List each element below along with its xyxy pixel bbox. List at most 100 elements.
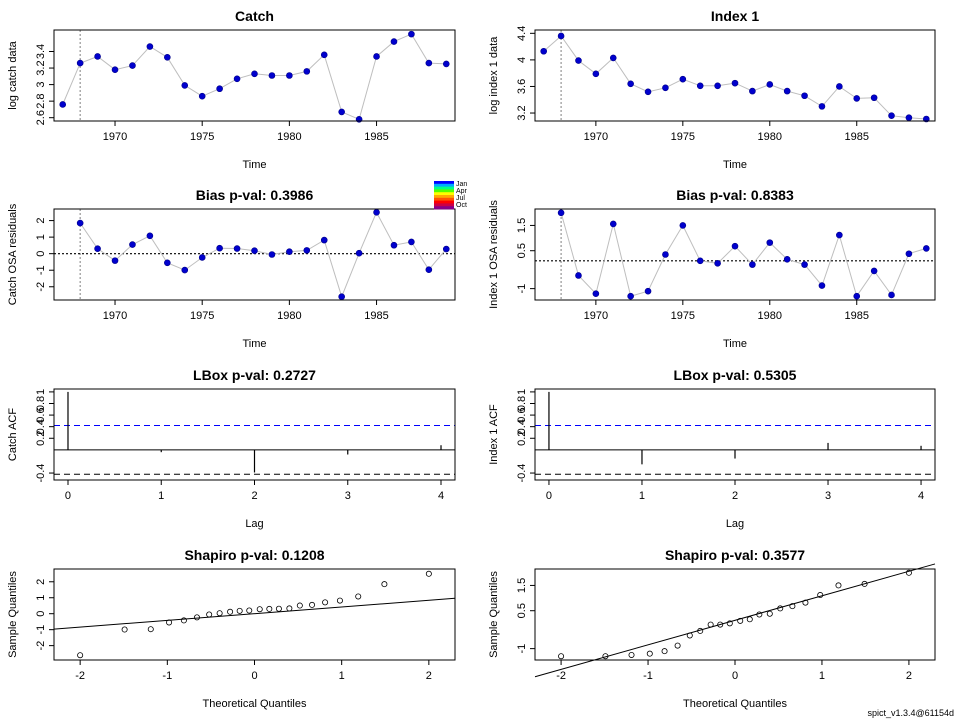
x-tick-label: 1 — [819, 670, 825, 682]
legend-color-swatch — [434, 195, 454, 199]
data-point — [164, 259, 171, 267]
qq-point — [674, 642, 681, 649]
data-point — [749, 87, 756, 95]
data-point — [540, 47, 547, 55]
y-tick-label: -1 — [35, 625, 47, 635]
qq-point — [789, 603, 796, 610]
x-tick-label: 1 — [158, 490, 164, 502]
x-tick-label: 2 — [906, 670, 912, 682]
data-point — [129, 62, 136, 69]
data-point — [853, 292, 861, 300]
y-tick-label: -1 — [35, 265, 47, 275]
panel-index-qq: Shapiro p-val: 0.3577 Theoretical Quantil… — [488, 547, 936, 710]
qq-point — [180, 617, 187, 624]
x-tick-label: 1980 — [277, 310, 301, 322]
y-tick-label: -2 — [35, 641, 47, 651]
x-tick-label: 1975 — [190, 131, 214, 143]
qq-point — [686, 632, 693, 639]
data-point — [94, 53, 101, 60]
data-point — [679, 222, 687, 229]
data-point — [557, 32, 565, 40]
data-point — [181, 266, 189, 274]
qq-point — [256, 606, 263, 613]
y-axis-label: Index 1 ACF — [488, 404, 500, 465]
plot-frame — [53, 388, 456, 481]
x-axis-label: Time — [242, 159, 266, 171]
qq-point — [602, 653, 609, 660]
qq-point — [756, 611, 763, 618]
panel-index-data: Index 1 Time log index 1 data 1970 1975 1980 1… — [488, 8, 936, 171]
qq-point — [355, 593, 362, 600]
data-point — [303, 247, 311, 254]
qq-point — [425, 570, 432, 577]
x-tick-label: 1975 — [671, 131, 695, 143]
y-tick-label: 3.6 — [516, 79, 528, 94]
x-tick-label: 2 — [426, 670, 432, 682]
x-tick-label: 1985 — [364, 310, 388, 322]
data-point — [286, 248, 293, 255]
data-point — [373, 209, 380, 216]
panel-title: LBox p-val: 0.5305 — [674, 367, 797, 383]
y-tick-label: 2.8 — [35, 93, 47, 108]
series-line — [79, 211, 447, 299]
qq-point — [296, 602, 303, 609]
qq-point — [746, 616, 753, 623]
y-tick-label: -0.4 — [516, 464, 528, 483]
qq-point — [227, 608, 234, 615]
data-point — [766, 81, 774, 88]
panel-catch-qq: Shapiro p-val: 0.1208 Theoretical Quantil… — [7, 547, 456, 710]
data-point — [303, 68, 311, 75]
data-point — [801, 261, 808, 268]
y-axis-label: Catch ACF — [7, 408, 19, 461]
data-point — [731, 79, 739, 87]
data-point — [338, 293, 345, 300]
qq-point — [216, 610, 223, 617]
x-tick-label: 4 — [438, 490, 444, 502]
y-tick-label: 0.8 — [35, 396, 47, 411]
data-point — [870, 267, 878, 275]
data-point — [390, 241, 398, 249]
data-point — [888, 112, 895, 119]
data-point — [836, 231, 843, 239]
data-point — [198, 254, 206, 261]
data-point — [408, 238, 415, 246]
x-tick-label: -1 — [162, 670, 172, 682]
data-point — [408, 30, 415, 38]
qq-point — [322, 599, 329, 606]
data-point — [627, 292, 634, 300]
data-point — [592, 70, 600, 78]
data-point — [164, 53, 171, 61]
legend-month-label: Jan — [456, 181, 467, 188]
x-tick-label: 1 — [339, 670, 345, 682]
qq-line — [53, 597, 456, 630]
data-point — [766, 239, 774, 246]
qq-point — [309, 601, 316, 608]
legend-color-swatch — [434, 186, 454, 190]
data-point — [644, 88, 652, 96]
legend-color-swatch — [434, 197, 454, 201]
y-axis-label: Sample Quantiles — [488, 571, 500, 658]
y-tick-label: 4.4 — [516, 26, 528, 41]
panel-index-acf: LBox p-val: 0.5305 Lag Index 1 ACF 0 1 2 3 4 -0.… — [488, 367, 936, 530]
legend-month-label: Oct — [456, 202, 467, 209]
y-tick-label: -1 — [516, 284, 528, 294]
data-point — [627, 80, 634, 88]
qq-point — [558, 653, 565, 660]
x-tick-label: 1980 — [277, 131, 301, 143]
data-point — [251, 247, 258, 254]
y-tick-label: 3.2 — [516, 105, 528, 120]
data-point — [94, 245, 101, 253]
qq-point — [905, 569, 912, 576]
qq-point — [121, 626, 128, 633]
data-point — [76, 59, 84, 67]
data-point — [146, 232, 154, 240]
data-point — [696, 257, 704, 265]
panel-title: Index 1 — [711, 8, 759, 24]
data-point — [783, 87, 791, 95]
data-point — [129, 241, 136, 248]
x-tick-label: 1975 — [190, 310, 214, 322]
x-tick-label: 0 — [546, 490, 552, 502]
qq-point — [661, 648, 668, 655]
x-tick-label: 1970 — [103, 310, 127, 322]
qq-point — [381, 581, 388, 588]
